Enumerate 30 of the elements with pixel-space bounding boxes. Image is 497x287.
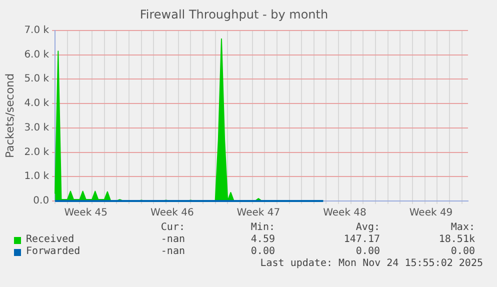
x-tick-label: Week 49 [409, 208, 453, 219]
x-tick-label: Week 47 [236, 208, 280, 219]
y-tick-label: 3.0 k [24, 122, 50, 134]
legend-label: Forwarded [26, 246, 80, 257]
y-tick-label: 2.0 k [24, 146, 50, 158]
legend-label: Received [26, 234, 74, 245]
y-tick-label: 4.0 k [24, 98, 50, 110]
x-tick-label: Week 48 [323, 208, 366, 219]
x-tick-label: Week 45 [64, 208, 108, 219]
x-tick-label: Week 46 [150, 208, 194, 219]
y-axis-title: Packets/second [3, 73, 16, 158]
text: Avg: [356, 222, 380, 233]
chart-title: Firewall Throughput - by month [140, 7, 328, 22]
text: Cur: [160, 222, 185, 233]
y-tick-label: 5.0 k [24, 74, 50, 85]
text: -nan [160, 246, 185, 257]
text: 0.00 [356, 246, 380, 257]
y-tick-label: 7.0 k [24, 24, 50, 36]
text: Min: [250, 222, 275, 233]
text: Max: [450, 222, 475, 233]
text: 18.51k [438, 234, 475, 245]
text: Last update: Mon Nov 24 15:55:02 2025 [260, 258, 483, 269]
text: 0.00 [250, 246, 275, 257]
y-tick-label: 0.0 [33, 196, 50, 207]
text: 147.17 [344, 234, 380, 245]
text: -nan [160, 234, 185, 245]
text: 0.00 [450, 246, 475, 257]
y-tick-label: 6.0 k [24, 49, 50, 60]
y-tick-label: 1.0 k [24, 171, 50, 182]
text: 4.59 [250, 234, 275, 245]
